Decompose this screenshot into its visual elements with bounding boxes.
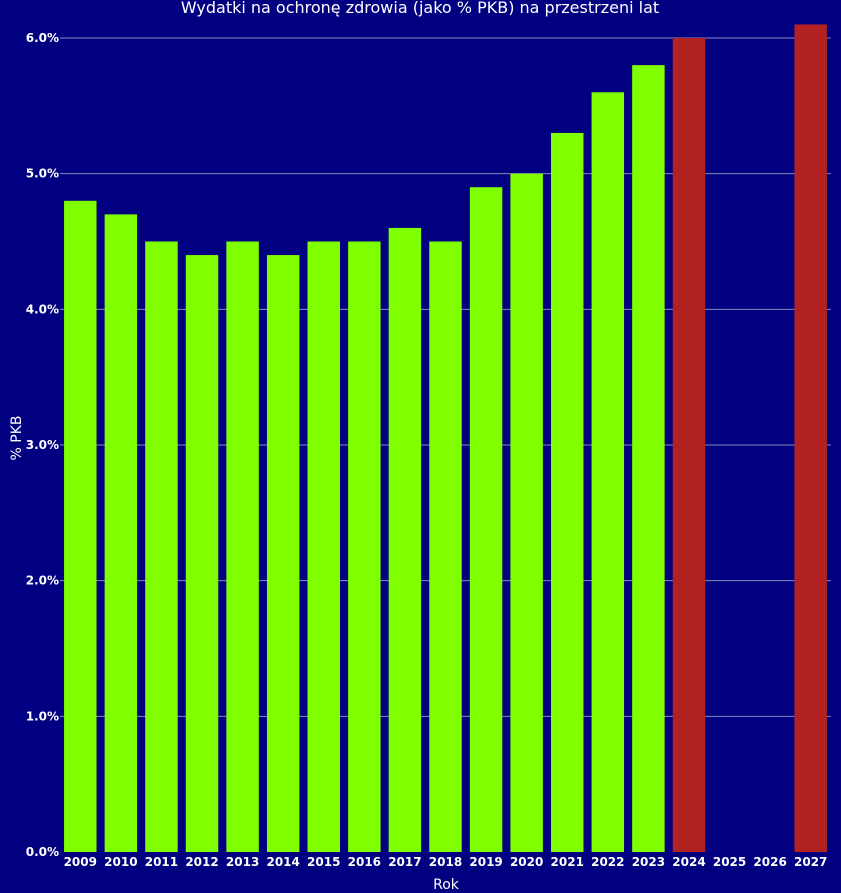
x-tick-label: 2024 xyxy=(672,855,705,869)
x-tick-label: 2019 xyxy=(469,855,502,869)
x-tick-label: 2027 xyxy=(794,855,827,869)
bar-2016 xyxy=(348,241,381,852)
bar-2021 xyxy=(551,132,584,852)
x-tick-label: 2022 xyxy=(591,855,624,869)
bar-2009 xyxy=(64,200,97,853)
y-axis-title: % PKB xyxy=(9,416,25,461)
bar-2018 xyxy=(429,241,462,852)
x-tick-label: 2013 xyxy=(226,855,259,869)
bar-2012 xyxy=(185,255,219,853)
x-tick-label: 2021 xyxy=(551,855,584,869)
x-tick-label: 2015 xyxy=(307,855,340,869)
y-tick-label: 0.0% xyxy=(26,845,59,859)
y-tick-label: 4.0% xyxy=(26,302,59,316)
y-tick-label: 5.0% xyxy=(26,167,59,181)
bar-2015 xyxy=(307,241,340,852)
x-tick-label: 2025 xyxy=(713,855,746,869)
x-tick-labels: 2009 2010 2011 2012 2013 2014 2015 2016 2017 2018… xyxy=(64,855,828,869)
chart-title: Wydatki na ochronę zdrowia (jako % PKB) … xyxy=(181,0,659,17)
y-tick-labels: 0.0% 1.0% 2.0% 3.0% 4.0% 5.0% 6.0% xyxy=(26,31,59,859)
bar-2022 xyxy=(591,92,625,853)
x-tick-label: 2009 xyxy=(64,855,97,869)
y-tick-label: 2.0% xyxy=(26,574,59,588)
y-tick-label: 3.0% xyxy=(26,438,59,452)
x-tick-label: 2023 xyxy=(632,855,665,869)
x-tick-label: 2012 xyxy=(185,855,218,869)
y-tick-label: 6.0% xyxy=(26,31,59,45)
x-tick-label: 2011 xyxy=(145,855,178,869)
bar-2017 xyxy=(388,227,422,852)
bar-2027 xyxy=(794,24,827,852)
bar-2010 xyxy=(104,214,138,852)
bar-2019 xyxy=(469,187,503,852)
x-tick-label: 2020 xyxy=(510,855,543,869)
y-tick-label: 1.0% xyxy=(26,709,59,723)
x-tick-label: 2018 xyxy=(429,855,462,869)
x-tick-label: 2010 xyxy=(104,855,137,869)
bars xyxy=(64,24,827,853)
x-tick-label: 2017 xyxy=(388,855,421,869)
x-axis-title: Rok xyxy=(433,877,460,893)
x-tick-label: 2026 xyxy=(753,855,786,869)
bar-2014 xyxy=(266,255,300,853)
bar-2023 xyxy=(632,65,665,853)
x-tick-label: 2016 xyxy=(348,855,381,869)
x-tick-label: 2014 xyxy=(266,855,299,869)
bar-2020 xyxy=(510,173,543,852)
bar-2024 xyxy=(672,38,706,852)
bar-2013 xyxy=(226,241,259,852)
bar-2011 xyxy=(145,241,178,852)
